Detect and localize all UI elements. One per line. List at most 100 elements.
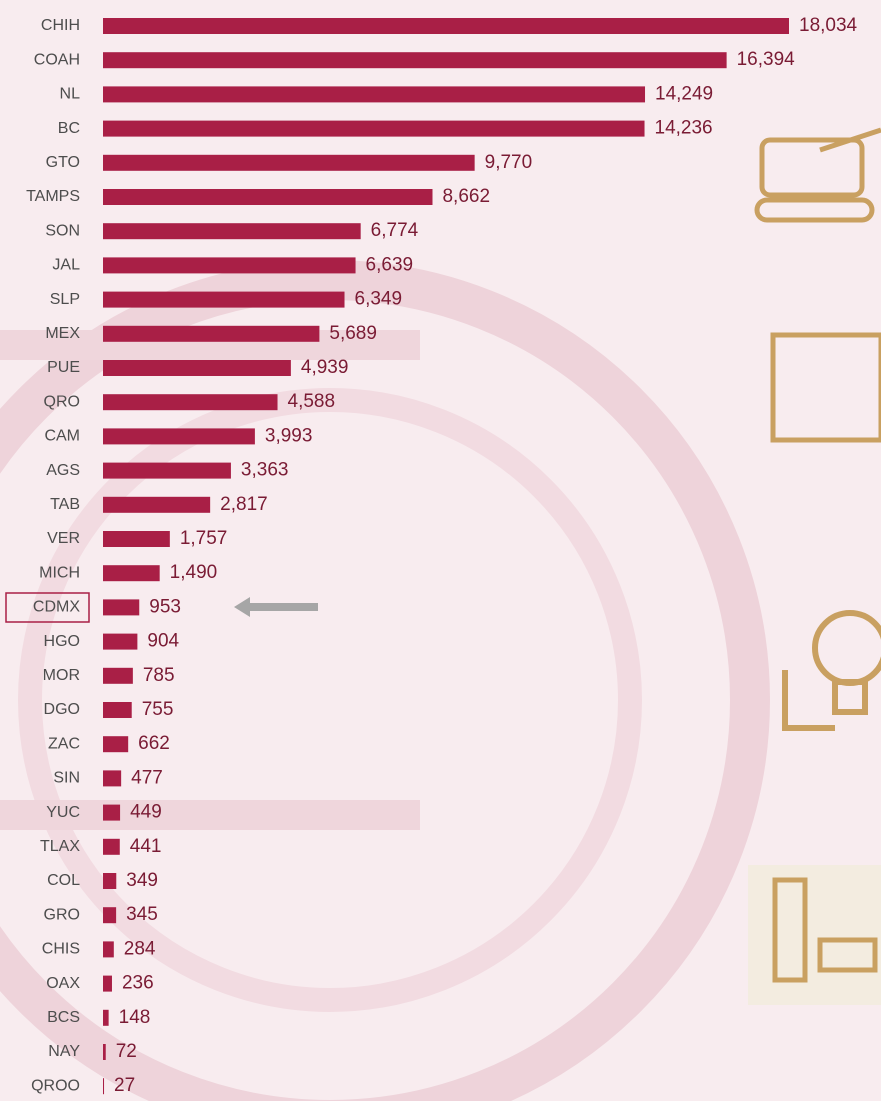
- category-label: CDMX: [33, 599, 80, 616]
- value-label: 284: [124, 938, 156, 959]
- bar: [103, 599, 139, 615]
- value-label: 5,689: [329, 323, 377, 344]
- value-label: 1,490: [170, 562, 218, 583]
- value-label: 3,993: [265, 425, 313, 446]
- category-label: GTO: [46, 154, 80, 171]
- bar: [103, 326, 319, 342]
- value-label: 449: [130, 802, 162, 823]
- category-label: TLAX: [40, 838, 80, 855]
- bar: [103, 257, 356, 273]
- bar: [103, 565, 160, 581]
- chart: CHIH 18,034 COAH 16,394 NL 14,249 BC 14,236 GTO 9…: [0, 0, 881, 1101]
- category-label: BC: [58, 120, 80, 137]
- value-label: 2,817: [220, 494, 268, 515]
- value-label: 14,236: [655, 118, 713, 139]
- category-label: AGS: [46, 462, 80, 479]
- value-label: 27: [114, 1075, 135, 1096]
- category-label: ZAC: [48, 735, 80, 752]
- bar: [103, 428, 255, 444]
- category-label: SLP: [50, 291, 80, 308]
- category-label: TAB: [50, 496, 80, 513]
- category-label: CHIH: [41, 17, 80, 34]
- category-label: TAMPS: [26, 188, 80, 205]
- bar: [103, 52, 727, 68]
- bar: [103, 360, 291, 376]
- bar: [103, 1010, 109, 1026]
- category-label: GRO: [44, 906, 80, 923]
- category-label: MOR: [43, 667, 80, 684]
- bar: [103, 907, 116, 923]
- value-label: 345: [126, 904, 158, 925]
- value-label: 662: [138, 733, 170, 754]
- bar: [103, 394, 278, 410]
- bar: [103, 18, 789, 34]
- value-label: 8,662: [442, 186, 490, 207]
- bar: [103, 531, 170, 547]
- category-label: COAH: [34, 51, 80, 68]
- value-label: 755: [142, 699, 174, 720]
- page: {"chart_data": {"type": "bar", "orientat…: [0, 0, 881, 1101]
- value-label: 477: [131, 767, 163, 788]
- value-label: 6,774: [371, 220, 419, 241]
- bar: [103, 805, 120, 821]
- value-label: 1,757: [180, 528, 228, 549]
- bar: [103, 702, 132, 718]
- value-label: 72: [116, 1041, 137, 1062]
- category-label: SIN: [53, 770, 80, 787]
- bar: [103, 873, 116, 889]
- value-label: 953: [149, 596, 181, 617]
- category-label: HGO: [44, 633, 80, 650]
- category-label: PUE: [47, 359, 80, 376]
- icon-crane: [757, 130, 881, 220]
- category-label: CAM: [44, 428, 80, 445]
- bar: [103, 463, 231, 479]
- category-label: DGO: [44, 701, 80, 718]
- value-label: 236: [122, 973, 154, 994]
- bar: [103, 976, 112, 992]
- icon-bulb: [785, 613, 881, 728]
- category-label: SON: [45, 222, 80, 239]
- bar: [103, 1078, 104, 1094]
- value-label: 349: [126, 870, 158, 891]
- bar: [103, 634, 137, 650]
- value-label: 14,249: [655, 83, 713, 104]
- category-label: JAL: [52, 257, 80, 274]
- value-label: 16,394: [737, 49, 796, 70]
- bar: [103, 86, 645, 102]
- bar: [103, 155, 475, 171]
- icon-board: [773, 335, 881, 440]
- category-label: COL: [47, 872, 80, 889]
- value-label: 3,363: [241, 460, 289, 481]
- bar: [103, 223, 361, 239]
- bar: [103, 736, 128, 752]
- arrow: [234, 597, 318, 617]
- category-label: NAY: [48, 1043, 80, 1060]
- category-label: OAX: [46, 975, 80, 992]
- bar: [103, 1044, 106, 1060]
- value-label: 785: [143, 665, 175, 686]
- value-label: 9,770: [485, 152, 533, 173]
- bar: [103, 292, 345, 308]
- category-label: BCS: [47, 1009, 80, 1026]
- value-label: 6,639: [366, 254, 414, 275]
- bar: [103, 839, 120, 855]
- icon-factory: [748, 865, 881, 1005]
- value-label: 441: [130, 836, 162, 857]
- value-label: 18,034: [799, 15, 858, 36]
- value-label: 148: [119, 1007, 151, 1028]
- category-label: QROO: [31, 1077, 80, 1094]
- bar: [103, 121, 645, 137]
- category-label: VER: [47, 530, 80, 547]
- bar: [103, 770, 121, 786]
- category-label: MICH: [39, 564, 80, 581]
- bar: [103, 189, 432, 205]
- category-label: YUC: [46, 804, 80, 821]
- category-label: MEX: [45, 325, 80, 342]
- category-label: QRO: [44, 393, 80, 410]
- category-label: CHIS: [42, 941, 80, 958]
- bar: [103, 497, 210, 513]
- bar: [103, 668, 133, 684]
- value-label: 904: [147, 631, 179, 652]
- category-label: NL: [60, 86, 81, 103]
- value-label: 4,939: [301, 357, 349, 378]
